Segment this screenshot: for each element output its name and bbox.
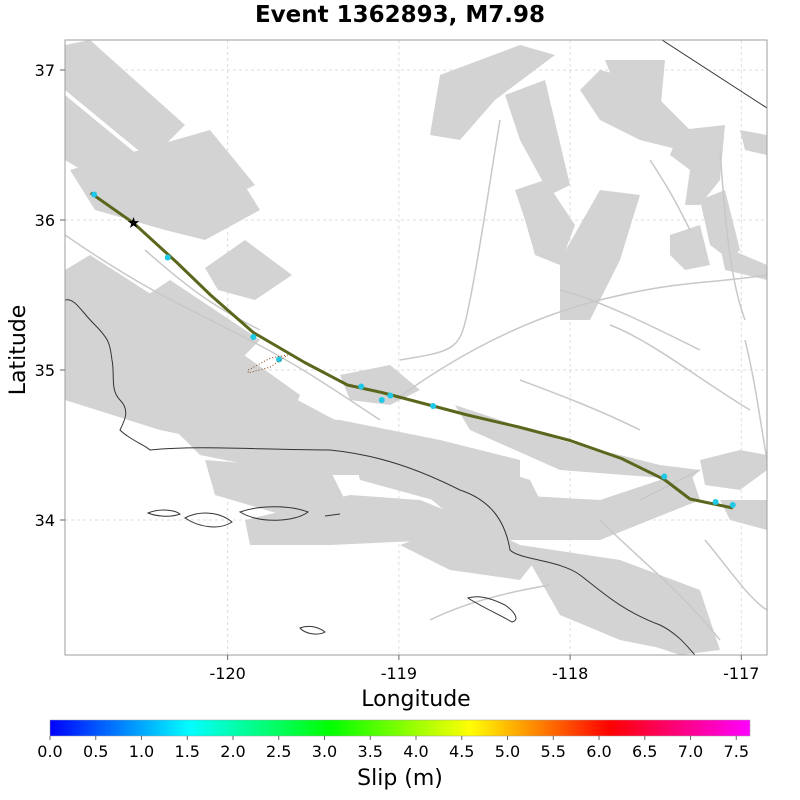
colorbar-tick-label: 1.5 [175,742,200,761]
fault-section [700,450,767,490]
colorbar-tick-label: 4.5 [449,742,474,761]
colorbar-tick-label: 3.0 [312,742,337,761]
fault-trace [144,249,261,331]
x-tick-label: -117 [723,664,759,683]
fault-trace [65,234,381,421]
x-tick-label: -118 [552,664,588,683]
low-slip-patch [661,473,668,480]
y-tick-label: 36 [35,211,55,230]
fault-section [420,470,700,540]
rupture [89,191,736,510]
fault-section [515,180,575,265]
fault-trace [429,584,551,621]
y-tick-label: 35 [35,361,55,380]
colorbar-tick-label: 6.0 [586,742,611,761]
x-axis-label: Longitude [361,687,470,712]
fault-section [700,190,740,260]
fault-section [605,60,665,115]
fault-section [720,245,767,280]
y-tick-label: 37 [35,61,55,80]
y-axis-ticks: 34 35 36 37 [35,61,65,530]
low-slip-patch [276,356,283,363]
fault-section [430,45,555,140]
y-tick-label: 34 [35,511,55,530]
colorbar-tick-label: 1.0 [129,742,154,761]
fault-trace [744,339,767,461]
colorbar-tick-label: 0.0 [37,742,62,761]
low-slip-patch [430,403,437,409]
colorbar-tick-label: 6.5 [632,742,657,761]
low-slip-patch [91,191,98,198]
low-slip-patch [250,334,257,340]
colorbar-tick-label: 5.0 [495,742,520,761]
fault-section [670,125,725,205]
fault-section [400,520,540,580]
fault-trace [399,119,501,361]
colorbar [49,719,751,737]
colorbar-tick-label: 5.5 [541,742,566,761]
island-north-1 [146,509,181,517]
coastline-mainland [65,299,696,655]
chart-title: Event 1362893, M7.98 [254,2,546,28]
fault-trace [394,274,767,401]
x-tick-label: -119 [381,664,417,683]
fault-section [455,405,700,480]
fault-section [560,580,690,650]
fault-trace [719,149,746,321]
fault-section [65,40,185,160]
coastline [65,40,767,655]
y-axis-label: Latitude [6,305,31,396]
island-south-2 [299,625,326,635]
island-north-3 [238,506,310,521]
colorbar-ticks: 0.0 0.5 1.0 1.5 2.0 2.5 3.0 3.5 4.0 4.5 5.0 5.5 6.0 6… [37,736,749,761]
low-slip-patch [712,499,719,505]
low-slip-patch [378,397,385,403]
low-slip-patch [387,392,394,399]
fault-section [505,80,570,195]
fault-trace [609,324,751,411]
fault-sections [65,40,767,655]
fault-trace [649,159,691,231]
fault-section [245,495,470,545]
fault-section [350,440,545,510]
fault-trace [519,379,641,431]
colorbar-tick-label: 2.5 [266,742,291,761]
fault-section [340,365,420,405]
fault-traces [65,119,767,641]
colorbar-tick-label: 7.5 [724,742,749,761]
fault-trace [704,539,767,611]
island-north-4 [324,513,341,517]
hypocenter-star-icon [127,217,140,228]
low-slip-patch [164,254,171,261]
x-tick-label: -120 [210,664,246,683]
colorbar-tick-label: 7.0 [678,742,703,761]
fault-section [670,225,710,270]
plot-frame [64,39,768,656]
fault-section [205,240,292,300]
colorbar-label: Slip (m) [357,766,443,791]
island-north-2 [184,512,233,528]
fault-trace [599,519,721,641]
fault-section [560,190,640,320]
colorbar-tick-label: 3.5 [358,742,383,761]
rupture-trace-outline [90,192,733,509]
island-south-1 [466,596,517,623]
colorbar-tick-label: 2.0 [220,742,245,761]
fault-section [130,170,260,240]
colorbar-tick-label: 0.5 [83,742,108,761]
rupture-offshoot [247,354,288,374]
low-slip-patch [358,383,365,390]
state-border [661,40,767,109]
fault-trace [559,289,701,351]
colorbar-tick-label: 4.0 [403,742,428,761]
x-axis-ticks: -120 -119 -118 -117 [210,655,759,683]
fault-section [740,130,767,155]
low-slip-patch [729,502,736,508]
